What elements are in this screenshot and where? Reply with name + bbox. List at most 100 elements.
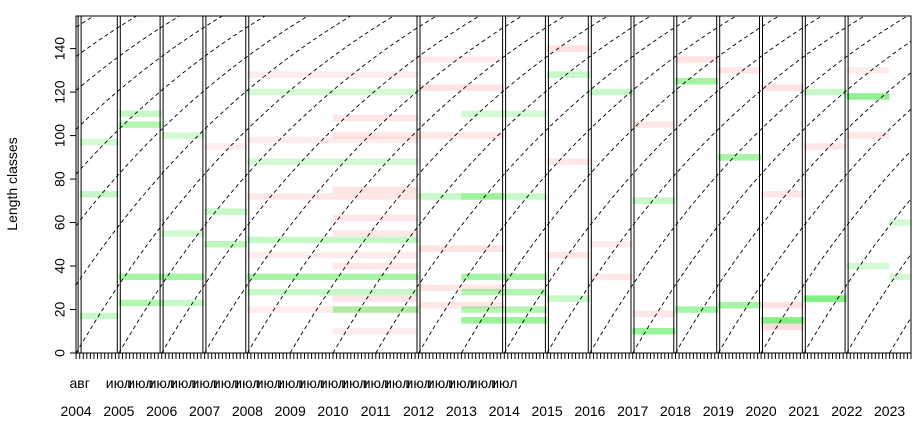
x-year-label: 2021 <box>788 403 819 419</box>
cell-negative <box>418 284 505 291</box>
growth-curve <box>803 198 911 353</box>
cell-positive <box>803 295 847 302</box>
cell-negative <box>332 230 419 237</box>
cell-positive <box>79 191 119 198</box>
x-month-label: июл <box>406 375 432 391</box>
cell-negative <box>332 262 419 270</box>
x-year-label: 2020 <box>746 403 777 419</box>
cell-negative <box>247 193 419 200</box>
x-month-label: июл <box>341 375 367 391</box>
cell-positive <box>675 78 719 85</box>
cell-positive <box>675 306 719 313</box>
growth-curve <box>889 317 911 353</box>
x-month-label: июл <box>470 375 496 391</box>
cell-negative <box>247 251 419 259</box>
growth-curve <box>76 16 138 57</box>
x-month-label: июл <box>384 375 410 391</box>
cell-negative <box>803 143 847 150</box>
x-month-label: июл <box>277 375 303 391</box>
cell-positive <box>546 295 590 302</box>
y-tick-label: 120 <box>52 80 68 104</box>
x-year-label: 2007 <box>189 403 220 419</box>
growth-curve <box>161 16 481 353</box>
x-month-label: июл <box>106 375 132 391</box>
y-tick-label: 0 <box>52 349 68 357</box>
growth-curve <box>76 16 352 286</box>
cell-negative <box>846 67 890 74</box>
growth-curve <box>717 108 911 353</box>
growth-curve <box>76 16 395 353</box>
x-year-label: 2010 <box>317 403 348 419</box>
cell-positive <box>161 299 205 307</box>
cell-negative <box>247 71 419 78</box>
cell-positive <box>846 262 890 270</box>
cell-positive <box>161 230 205 237</box>
x-month-label: июл <box>234 375 260 391</box>
cell-positive <box>589 88 633 96</box>
growth-curve <box>375 16 695 353</box>
x-year-label: 2014 <box>489 403 520 419</box>
y-tick-label: 60 <box>52 215 68 231</box>
x-month-label: июл <box>299 375 325 391</box>
cell-positive <box>889 273 911 281</box>
cell-negative <box>332 214 419 222</box>
x-axis: авг июлиюлиюлиюлиюлиюлиюлиюлиюлиюлиюлиюли… <box>61 353 912 419</box>
cell-positive <box>247 88 419 96</box>
cell-positive <box>204 208 248 215</box>
growth-curve <box>461 16 780 353</box>
cell-positive <box>632 197 676 204</box>
cell-negative <box>589 273 633 281</box>
cell-positive <box>461 288 547 296</box>
y-tick-label: 40 <box>52 258 68 274</box>
cell-positive <box>718 154 762 161</box>
cell-positive <box>846 93 890 100</box>
cell-negative <box>761 301 804 309</box>
cell-positive <box>332 306 419 313</box>
heatmap-cells <box>79 45 911 335</box>
cell-positive <box>247 158 419 165</box>
cell-negative <box>332 132 419 139</box>
cell-negative <box>546 45 590 52</box>
growth-curve <box>76 16 181 91</box>
cell-negative <box>589 241 633 248</box>
growth-curve <box>204 16 523 353</box>
cell-positive <box>461 306 547 313</box>
growth-curve <box>675 72 911 353</box>
x-year-label: 2015 <box>532 403 563 419</box>
x-year-label: 2022 <box>831 403 862 419</box>
cell-negative <box>718 67 762 74</box>
growth-curve <box>76 16 266 175</box>
cell-positive <box>161 132 205 139</box>
x-year-label: 2018 <box>660 403 691 419</box>
cell-positive <box>247 288 419 296</box>
cell-positive <box>761 317 804 324</box>
x-year-label: 2004 <box>61 403 92 419</box>
cell-negative <box>632 121 676 128</box>
cell-negative <box>332 328 419 335</box>
cell-positive <box>889 219 911 226</box>
growth-curve <box>632 40 911 353</box>
y-axis-label: Length classes <box>4 137 20 230</box>
cell-positive <box>204 241 248 248</box>
cell-negative <box>332 186 419 194</box>
cell-negative <box>418 301 505 309</box>
x-year-label: 2012 <box>403 403 434 419</box>
cell-negative <box>546 158 590 165</box>
x-month-label: июл <box>192 375 218 391</box>
growth-curve <box>760 150 911 353</box>
cell-positive <box>79 138 119 146</box>
x-year-label: 2016 <box>574 403 605 419</box>
cell-positive <box>118 121 162 128</box>
cell-positive <box>118 299 162 307</box>
growth-curve <box>503 16 823 353</box>
cell-positive <box>118 273 162 281</box>
cell-negative <box>632 310 676 318</box>
cell-positive <box>803 88 847 96</box>
cell-positive <box>247 273 419 281</box>
cell-negative <box>332 114 419 122</box>
y-tick-label: 80 <box>52 171 68 187</box>
cell-positive <box>546 71 590 78</box>
x-year-label: 2023 <box>874 403 905 419</box>
x-year-label: 2011 <box>361 403 391 419</box>
cell-negative <box>418 56 505 63</box>
